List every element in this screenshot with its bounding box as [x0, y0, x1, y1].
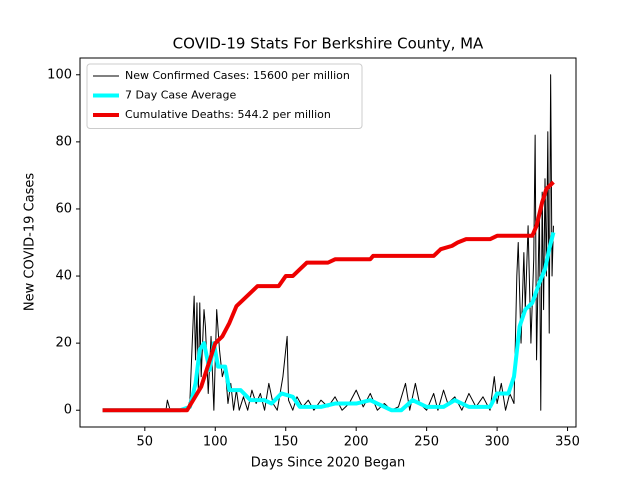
chart-title: COVID-19 Stats For Berkshire County, MA	[173, 35, 484, 53]
x-tick-label: 150	[273, 435, 298, 450]
legend-label: Cumulative Deaths: 544.2 per million	[125, 108, 331, 121]
plot-frame	[79, 57, 577, 428]
legend-box	[86, 63, 363, 129]
x-axis-label: Days Since 2020 Began	[251, 456, 406, 471]
y-tick-label: 60	[55, 201, 72, 216]
legend-label: New Confirmed Cases: 15600 per million	[125, 69, 350, 82]
y-tick-label: 40	[55, 269, 72, 284]
y-tick-label: 20	[55, 336, 72, 351]
series-line	[102, 180, 555, 413]
y-tick-label: 0	[64, 403, 72, 418]
x-tick-label: 300	[485, 435, 510, 450]
x-tick-label: 350	[555, 435, 580, 450]
x-tick-label: 250	[414, 435, 439, 450]
x-tick-label: 100	[203, 435, 228, 450]
y-tick-label: 100	[47, 67, 72, 82]
legend-label: 7 Day Case Average	[125, 89, 237, 102]
x-tick-label: 50	[137, 435, 154, 450]
x-tick-label: 200	[344, 435, 369, 450]
y-tick-label: 80	[55, 134, 72, 149]
y-axis-label: New COVID-19 Cases	[23, 173, 38, 311]
